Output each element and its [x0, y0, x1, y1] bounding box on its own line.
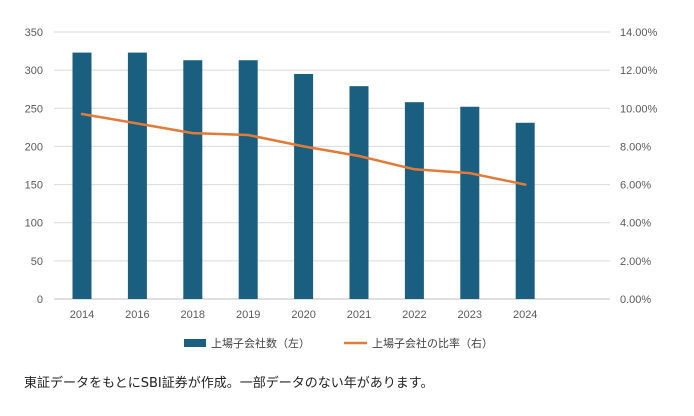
ratio-point	[136, 122, 139, 125]
x-tick-label: 2022	[402, 309, 426, 321]
y-right-tick-label: 12.00%	[620, 65, 658, 77]
y-left-tick-label: 150	[25, 180, 43, 192]
bar	[404, 102, 424, 299]
y-right-tick-label: 2.00%	[620, 256, 651, 268]
ratio-point	[413, 168, 416, 171]
bar	[294, 73, 314, 299]
bar	[460, 106, 480, 299]
y-left-tick-label: 50	[31, 256, 43, 268]
y-left-tick-label: 250	[25, 103, 43, 115]
x-tick-label: 2020	[291, 309, 315, 321]
x-tick-label: 2014	[70, 309, 94, 321]
legend-bar-label: 上場子会社数（左）	[211, 336, 310, 350]
ratio-point	[357, 154, 361, 158]
x-tick-label: 2023	[458, 309, 482, 321]
ratio-point	[80, 112, 84, 116]
bar	[515, 122, 535, 299]
legend-line-label: 上場子会社の比率（右）	[372, 336, 493, 350]
x-tick-label: 2024	[513, 309, 537, 321]
y-right-tick-label: 10.00%	[620, 103, 658, 115]
x-tick-label: 2021	[347, 309, 371, 321]
ratio-point	[524, 183, 527, 186]
x-tick-label: 2018	[181, 309, 205, 321]
y-left-tick-label: 100	[25, 218, 43, 230]
bar	[127, 52, 147, 300]
y-right-tick-label: 8.00%	[620, 141, 651, 153]
legend-bar-swatch	[184, 339, 206, 347]
ratio-point	[302, 145, 305, 148]
y-right-tick-label: 6.00%	[620, 180, 651, 192]
y-left-tick-label: 0	[37, 294, 43, 306]
bar	[183, 60, 203, 300]
y-right-tick-label: 14.00%	[620, 27, 658, 39]
ratio-point	[468, 171, 471, 175]
y-left-tick-label: 300	[25, 65, 43, 77]
ratio-point	[191, 131, 194, 135]
x-tick-label: 2019	[236, 309, 260, 321]
y-right-tick-label: 4.00%	[620, 218, 651, 230]
y-right-tick-label: 0.00%	[620, 294, 651, 306]
bar	[349, 86, 369, 299]
source-caption: 東証データをもとにSBI証券が作成。一部データのない年があります。	[24, 376, 434, 391]
bar	[72, 52, 92, 300]
x-tick-label: 2016	[125, 309, 149, 321]
y-left-tick-label: 200	[25, 141, 43, 153]
ratio-point	[247, 133, 250, 137]
bar	[238, 60, 258, 300]
y-left-tick-label: 350	[25, 27, 43, 39]
